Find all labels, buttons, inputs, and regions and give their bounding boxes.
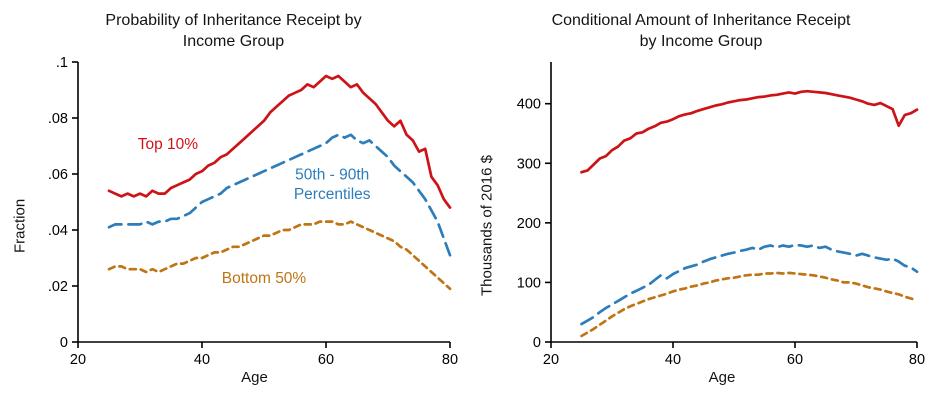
y-tick-label: 300 (517, 156, 541, 172)
probability-chart-title: Probability of Inheritance Receipt by In… (105, 12, 362, 51)
y-tick-label: .06 (47, 167, 67, 183)
probability-chart-plot: 20 40 60 80 0 .02 .04 .06 .08 .1 Top 10% 50th - 90t… (47, 55, 457, 368)
y-tick-label: .08 (47, 111, 67, 127)
series-line-bottom-50- (107, 220, 451, 291)
series-line-bottom-50- (580, 271, 919, 338)
y-tick-label: 0 (59, 335, 67, 351)
y-tick-label: 200 (517, 216, 541, 232)
x-tick-label: 60 (317, 352, 333, 368)
x-tick-label: 80 (441, 352, 457, 368)
x-tick-label: 20 (69, 352, 85, 368)
probability-chart-body: Fraction 20 40 60 80 0 .02 .04 .06 .08 .1 Top 10% 5… (8, 54, 460, 372)
amount-x-axis-label: Age (708, 369, 736, 387)
series-line-top-10- (580, 90, 919, 174)
probability-x-axis-label: Age (241, 369, 268, 387)
probability-chart-block: Probability of Inheritance Receipt by In… (0, 6, 467, 412)
series-label-bottom-50-: Bottom 50% (221, 270, 306, 287)
series-label-50th-90th: 50th - 90th Percentiles (293, 167, 370, 203)
x-tick-label: 20 (543, 352, 559, 368)
amount-chart-block: Conditional Amount of Inheritance Receip… (467, 6, 935, 412)
series-line-50th-90th-percentiles (580, 243, 919, 326)
series-label-top-10-: Top 10% (137, 136, 198, 153)
amount-chart-body: Thousands of 2016 $ 20 40 60 80 0 100 200 300 40… (475, 54, 927, 372)
x-tick-label: 40 (193, 352, 209, 368)
x-tick-label: 60 (787, 352, 803, 368)
series-line-50th-90th-percentiles (107, 133, 451, 257)
probability-y-axis-label: Fraction (11, 199, 28, 254)
amount-chart-title: Conditional Amount of Inheritance Receip… (551, 12, 851, 51)
x-tick-label: 40 (665, 352, 681, 368)
y-tick-label: 100 (517, 276, 541, 292)
y-tick-label: .1 (55, 55, 67, 71)
series-line-top-10- (107, 74, 451, 210)
x-tick-label: 80 (909, 352, 925, 368)
amount-y-axis-label: Thousands of 2016 $ (478, 155, 496, 297)
y-tick-label: 400 (517, 97, 541, 113)
y-tick-label: 0 (533, 335, 541, 351)
amount-chart-plot: 20 40 60 80 0 100 200 300 400 (517, 62, 925, 368)
y-tick-label: .02 (47, 279, 67, 295)
y-tick-label: .04 (47, 223, 67, 239)
